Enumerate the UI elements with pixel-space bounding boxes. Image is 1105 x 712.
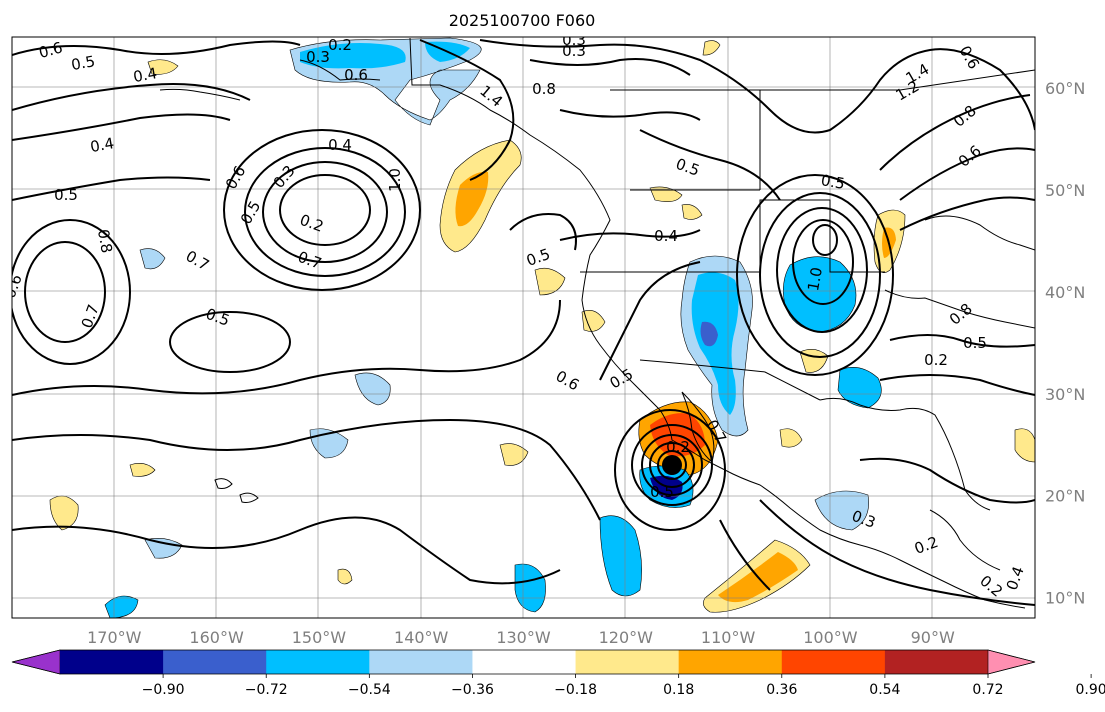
contour-label: 0.3 (562, 31, 586, 49)
contour-label: 0.3 (562, 42, 586, 60)
yellow-area-8 (702, 40, 721, 56)
contour-label: 0.4 (132, 64, 159, 86)
shaded-anomalies (49, 37, 1035, 618)
colorbar-segment (472, 650, 577, 674)
contour-label: 0.2 (924, 351, 948, 369)
lon-tick-label: 100°W (803, 628, 858, 647)
colorbar-outline (11, 649, 1036, 675)
yellow-area-10 (779, 428, 803, 448)
contour-label: 0.5 (54, 186, 78, 204)
colorbar-segment (163, 650, 267, 674)
yellow-area-6 (649, 186, 683, 202)
yellow-area-13 (337, 568, 353, 585)
contour-label: 0.4 (654, 227, 678, 245)
contour-label: 0.4 (89, 134, 116, 156)
orange-area-bc (455, 171, 489, 227)
colorbar-segment (60, 650, 164, 674)
lat-tick-label: 50°N (1045, 181, 1085, 200)
colorbar: −0.90 −0.72 −0.54 −0.36 −0.18 0.18 0.36 0.54 0.7… (11, 649, 1105, 698)
colorbar-segment (369, 650, 473, 674)
blue-area-central-us (783, 256, 857, 333)
yellow-area-2 (129, 463, 156, 477)
contour-label: 0.2 (328, 36, 352, 54)
colorbar-tick-label: −0.72 (245, 682, 288, 698)
blue-area-pacific-1 (599, 515, 642, 597)
contour-label: 0.2 (666, 438, 690, 456)
map-frame (11, 36, 1036, 619)
blue-area-pacific-7 (139, 248, 166, 270)
contour-label: 0.5 (70, 52, 97, 74)
contour-label: 0.8 (532, 80, 556, 98)
contour-label: 0.6 (344, 66, 368, 84)
lat-tick-label: 30°N (1045, 385, 1085, 404)
map-background (12, 37, 1035, 618)
yellow-area-11 (1014, 428, 1035, 463)
lat-tick-label: 20°N (1045, 487, 1085, 506)
latitude-labels: 60°N 50°N 40°N 30°N 20°N 10°N (1045, 79, 1085, 608)
blue-area-pacific-5 (144, 538, 183, 559)
gridlines (12, 37, 1035, 618)
contour-label: 0.5 (650, 483, 674, 501)
colorbar-tick-label: 0.72 (972, 682, 1003, 698)
blue-area-alaska-core (300, 43, 406, 69)
lon-tick-label: 150°W (292, 628, 347, 647)
colorbar-segment (575, 650, 680, 674)
lat-tick-label: 60°N (1045, 79, 1085, 98)
colorbar-tick-label: −0.18 (554, 682, 597, 698)
blue-area-western-us-core (691, 272, 739, 415)
map-panel: 0.60.50.40.20.30.60.30.30.81.4 1.21.40.80… (11, 31, 1036, 619)
yellow-area-4 (534, 267, 566, 296)
contour-label: 0.3 (306, 48, 330, 66)
colorbar-tick-label: −0.90 (142, 682, 185, 698)
contour-label: 0.4 (328, 136, 352, 154)
colorbar-extend-high (987, 649, 1036, 675)
lat-tick-label: 10°N (1045, 589, 1085, 608)
contour-label: 0.8 (94, 228, 116, 255)
contour-lines (12, 39, 1035, 606)
colorbar-tick-label: 0.54 (869, 682, 900, 698)
lon-tick-label: 90°W (911, 628, 955, 647)
lon-tick-label: 170°W (87, 628, 142, 647)
colorbar-tick-label: 0.90 (1076, 682, 1105, 698)
blue-area-central-america (814, 490, 869, 531)
contour-label: 0.5 (820, 171, 847, 193)
lon-tick-label: 160°W (189, 628, 244, 647)
colorbar-tick-label: 0.18 (663, 682, 694, 698)
colorbar-tick-label: −0.54 (348, 682, 391, 698)
contour-label: 0.6 (37, 38, 65, 62)
colorbar-segment (678, 650, 783, 674)
colorbar-segment (884, 650, 989, 674)
colorbar-tick-label: −0.36 (451, 682, 494, 698)
contour-label: 1.0 (386, 168, 404, 192)
yellow-area-3 (499, 443, 529, 466)
blue-area-pacific-3 (354, 372, 391, 406)
figure-title: 2025100700 F060 (449, 11, 596, 30)
lon-tick-label: 110°W (701, 628, 756, 647)
lon-tick-label: 120°W (599, 628, 654, 647)
lat-tick-label: 40°N (1045, 283, 1085, 302)
lon-tick-label: 130°W (496, 628, 551, 647)
blue-area-western-us-deep (700, 321, 718, 347)
yellow-area-12 (147, 59, 179, 75)
colorbar-extend-low (11, 649, 61, 675)
colorbar-tick-label: 0.36 (766, 682, 797, 698)
contour-label: 0.5 (963, 334, 987, 352)
yellow-area-5 (581, 310, 606, 332)
colorbar-segment (781, 650, 886, 674)
longitude-labels: 170°W 160°W 150°W 140°W 130°W 120°W 110°W 100°W… (87, 628, 955, 647)
coastlines (159, 37, 1035, 609)
contour-label: 1.0 (804, 266, 826, 293)
storm-center-marker (662, 455, 682, 475)
lon-tick-label: 140°W (394, 628, 449, 647)
colorbar-segment (266, 650, 370, 674)
yellow-area-7 (681, 204, 703, 220)
